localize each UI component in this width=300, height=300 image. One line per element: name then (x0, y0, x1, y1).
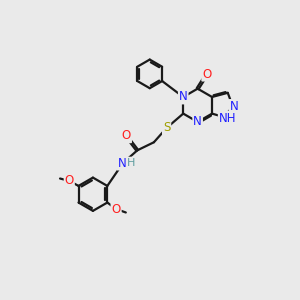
Text: N: N (179, 91, 188, 103)
Text: NH: NH (219, 112, 236, 125)
Text: S: S (163, 122, 170, 134)
Text: N: N (230, 100, 238, 113)
Text: O: O (112, 202, 121, 215)
Text: O: O (202, 68, 212, 81)
Text: O: O (64, 174, 74, 187)
Text: N: N (193, 116, 202, 128)
Text: N: N (117, 157, 126, 169)
Text: O: O (122, 129, 131, 142)
Text: H: H (127, 158, 135, 168)
